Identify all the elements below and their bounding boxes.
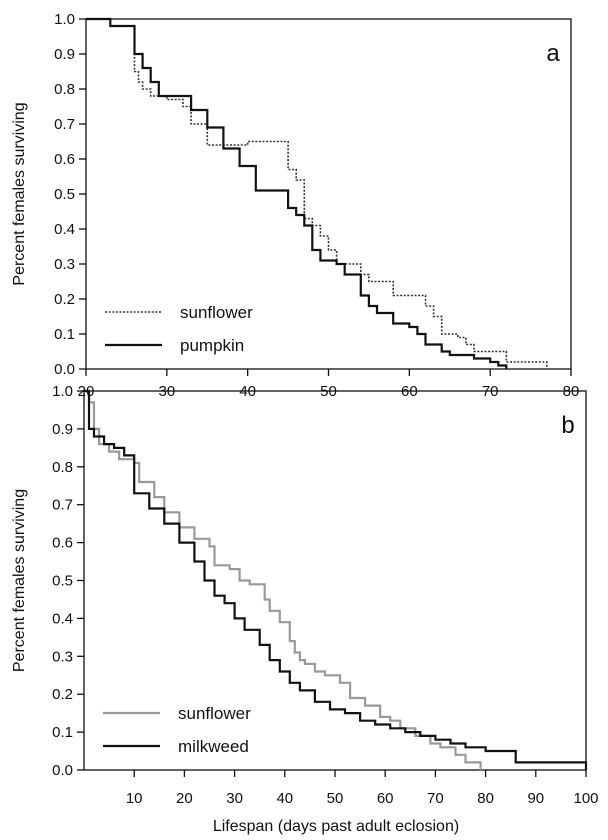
panel-label: a (546, 40, 560, 67)
y-axis-label: Percent females surviving (11, 102, 28, 285)
x-tick-label: 100 (573, 790, 598, 807)
y-tick-label: 1.0 (52, 383, 73, 400)
panel-b: 0.0 0.1 0.2 0.3 0.4 0.5 0.6 0.7 0.8 0.9 1.0 10 20 30 4… (11, 383, 599, 835)
plot-frame (85, 18, 572, 370)
y-tick-label: 0.2 (52, 686, 73, 703)
y-tick-label: 0.0 (52, 762, 73, 779)
y-tick-label: 0.3 (52, 648, 73, 665)
x-axis-label: Lifespan (days past adult eclosion) (213, 818, 459, 835)
legend-label: milkweed (178, 737, 249, 756)
y-tick-label: 0.4 (54, 221, 75, 238)
series-line-sunflower (86, 18, 548, 369)
legend-label: sunflower (180, 303, 253, 322)
y-tick-label: 0.3 (54, 256, 75, 273)
y-tick-label: 0.9 (52, 421, 73, 438)
y-tick-label: 0.0 (54, 361, 75, 378)
y-tick-label: 0.7 (52, 497, 73, 514)
series-line-milkweed (84, 389, 588, 770)
x-tick-label: 90 (527, 790, 544, 807)
y-tick-label: 0.6 (52, 535, 73, 552)
series-line-pumpkin (86, 17, 508, 369)
x-tick-label: 30 (226, 790, 243, 807)
y-tick-label: 0.7 (54, 116, 75, 133)
y-tick-label: 0.5 (54, 186, 75, 203)
y-tick-label: 0.4 (52, 610, 73, 627)
x-tick-label: 70 (427, 790, 444, 807)
y-tick-label: 0.8 (52, 459, 73, 476)
x-tick-label: 10 (126, 790, 143, 807)
x-tick-label: 20 (176, 790, 193, 807)
legend-label: sunflower (178, 704, 251, 723)
panel-a: 0.00.10.20.30.40.50.60.70.80.91.020 30 40 5… (11, 11, 579, 400)
y-tick-label: 0.9 (54, 46, 75, 63)
y-tick-label: 0.6 (54, 151, 75, 168)
y-tick-label: 0.1 (52, 724, 73, 741)
y-tick-label: 1.0 (54, 11, 75, 28)
y-axis-label: Percent females surviving (11, 489, 28, 672)
panel-label: b (561, 412, 574, 439)
x-tick-label: 80 (477, 790, 494, 807)
x-tick-label: 40 (276, 790, 293, 807)
y-tick-label: 0.1 (54, 326, 75, 343)
legend-label: pumpkin (180, 336, 244, 355)
series-line-sunflower (84, 389, 482, 770)
x-tick-label: 50 (327, 790, 344, 807)
x-tick-label: 60 (377, 790, 394, 807)
y-tick-label: 0.2 (54, 291, 75, 308)
y-tick-label: 0.5 (52, 573, 73, 590)
y-tick-label: 0.8 (54, 81, 75, 98)
